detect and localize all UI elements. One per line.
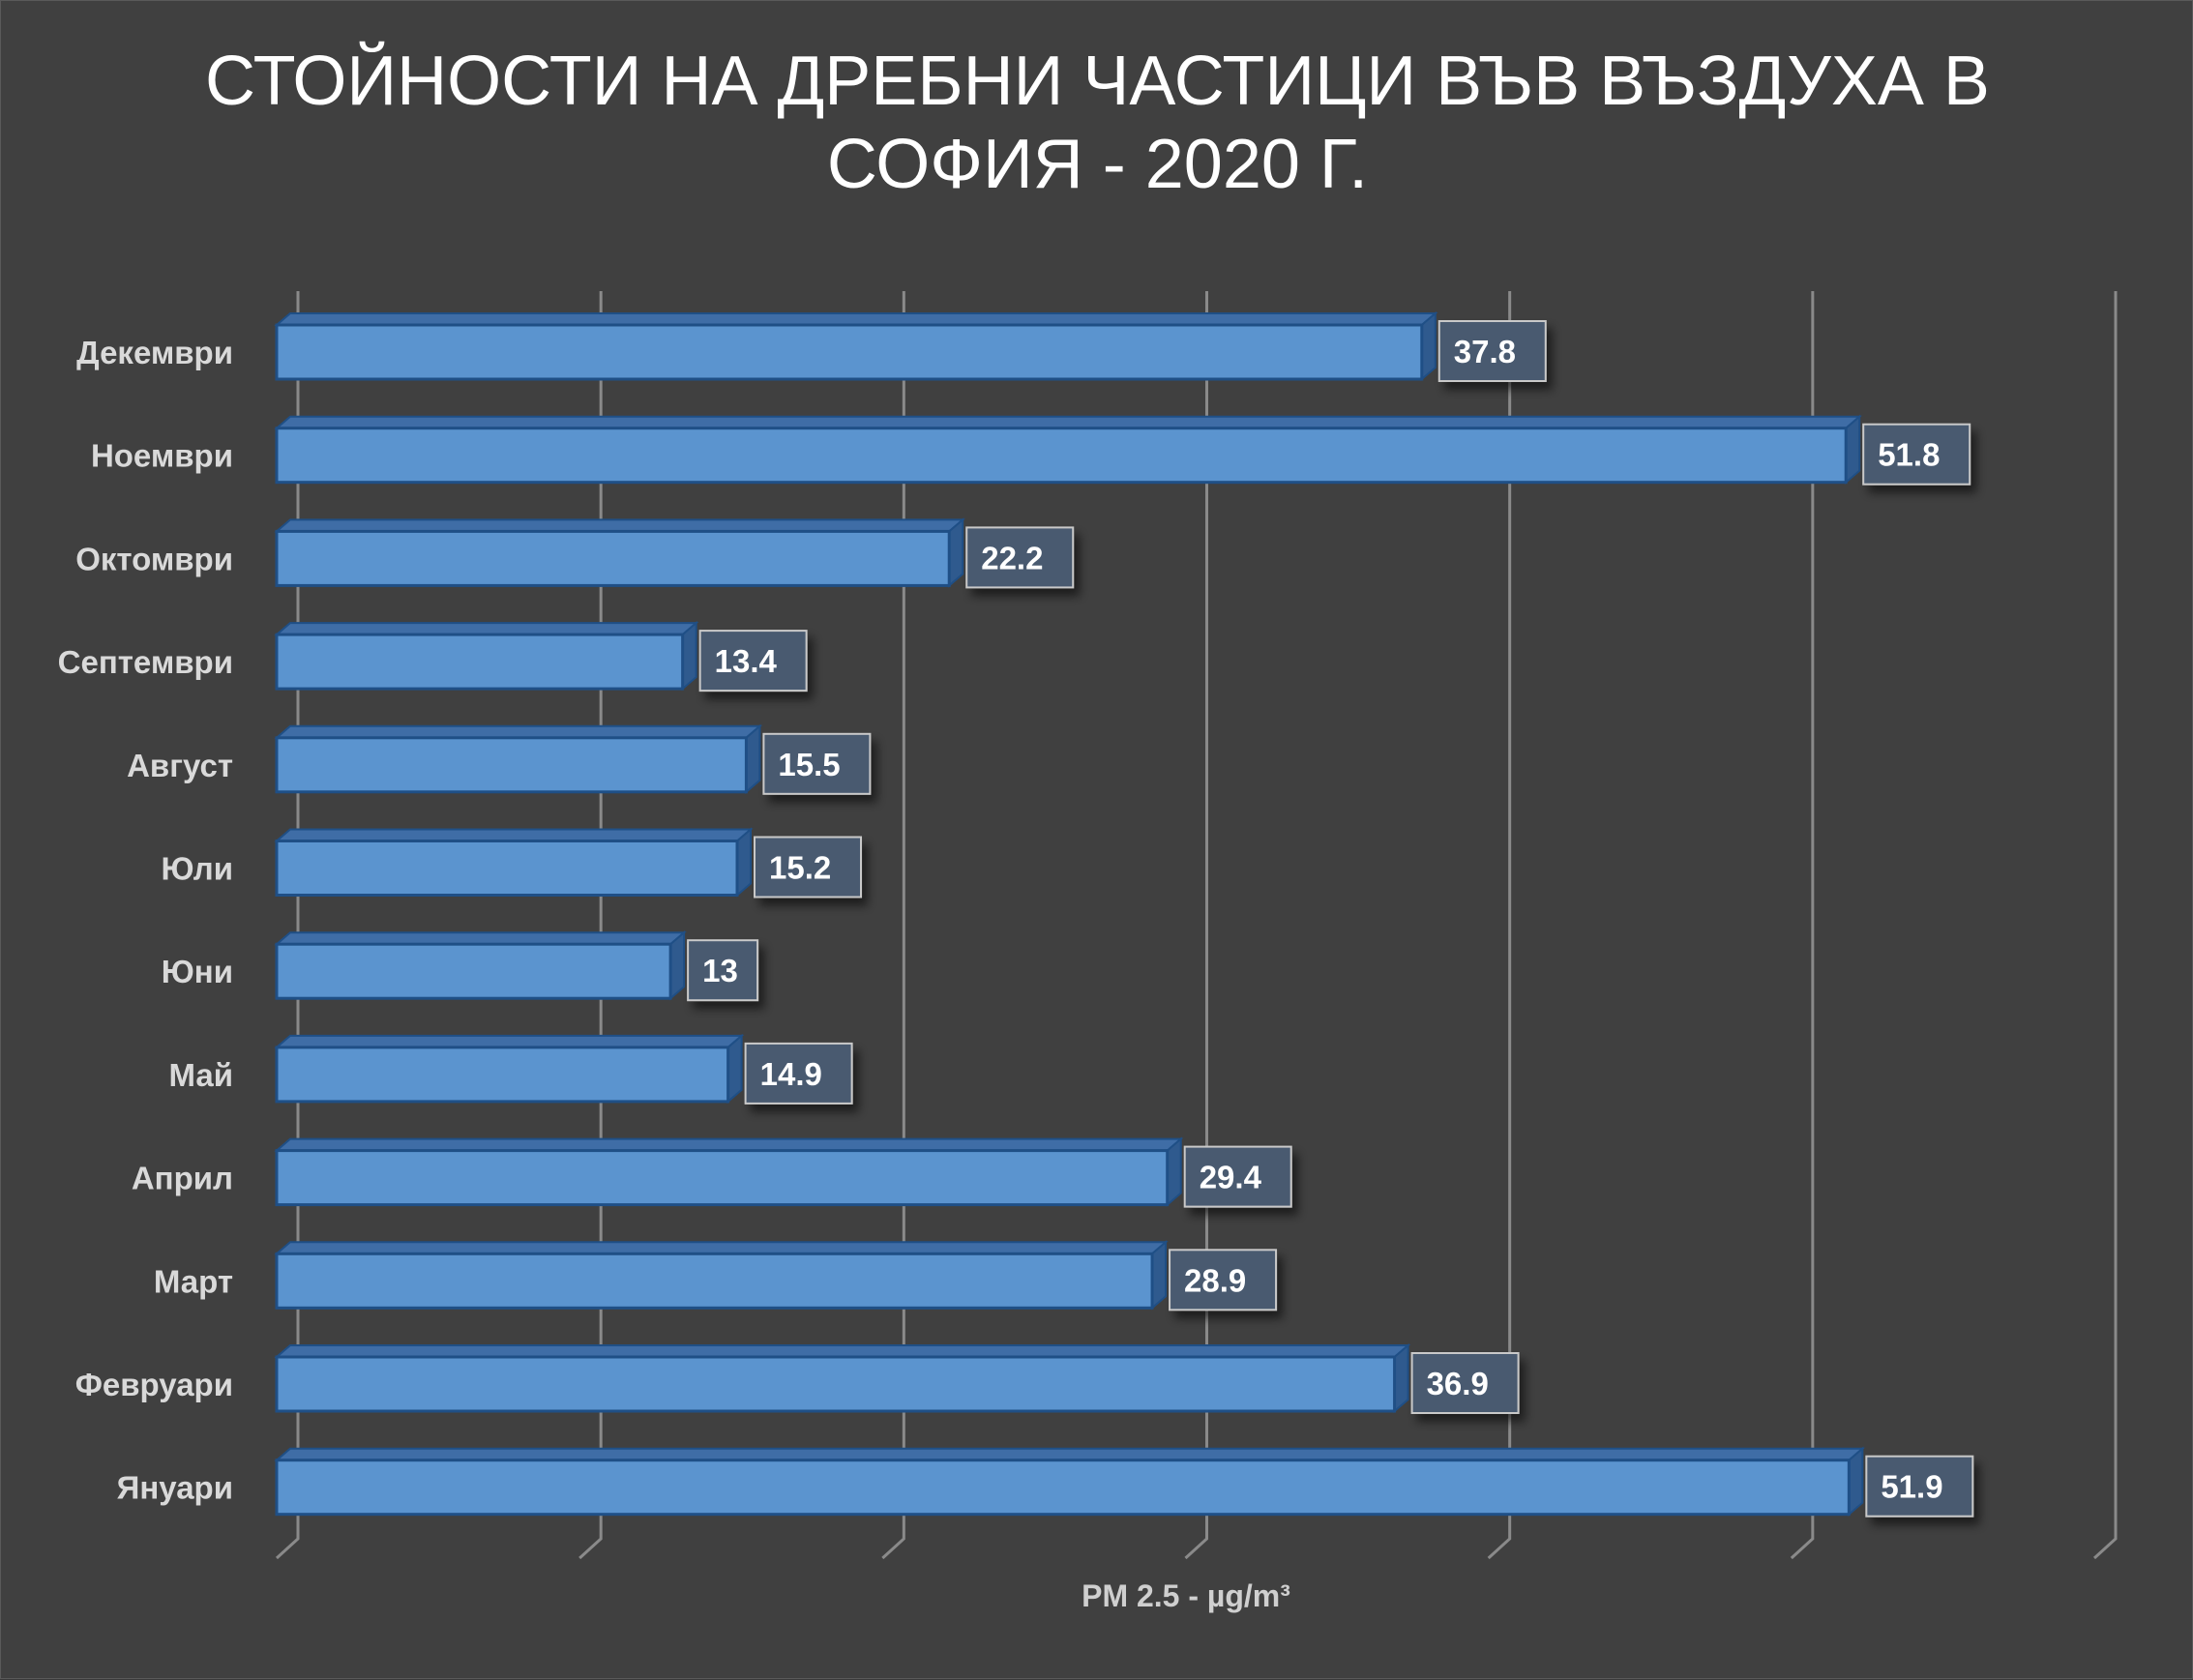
data-label: 13.4 [715, 643, 778, 679]
bar-side-face [1848, 1446, 1864, 1517]
data-label-box [744, 1042, 853, 1105]
data-label: 14.9 [760, 1056, 822, 1092]
data-label: 51.8 [1878, 437, 1940, 473]
bar-front-face [275, 736, 748, 794]
bar [274, 1033, 745, 1105]
data-label-box [762, 732, 872, 795]
category-label: Януари [117, 1470, 233, 1506]
data-label-box [1169, 1249, 1278, 1312]
category-label: Февруари [75, 1367, 233, 1402]
data-label: 29.4 [1200, 1160, 1262, 1195]
bar-top-face [274, 312, 1438, 326]
data-label-box [1183, 1145, 1292, 1208]
gridlines [275, 291, 2118, 1560]
category-label: Април [132, 1161, 233, 1196]
bar-top-face [274, 931, 687, 946]
bar-top-face [274, 828, 754, 842]
data-label: 15.5 [778, 747, 840, 782]
data-label-box [1865, 1455, 1974, 1518]
bar [274, 310, 1438, 382]
bar-top-face [274, 518, 965, 533]
bar-side-face [948, 517, 964, 588]
chart-title: СТОЙНОСТИ НА ДРЕБНИ ЧАСТИЦИ ВЪВ ВЪЗДУХА … [205, 43, 1990, 203]
category-axis-labels: Януари Февруари Март Април Май Юни Юли Август Се… [58, 335, 233, 1506]
data-label-box [1410, 1352, 1520, 1414]
bar-front-face [275, 1046, 730, 1104]
data-label-box [965, 526, 1075, 589]
bar-top-face [274, 1241, 1169, 1255]
category-label: Май [168, 1057, 233, 1093]
bar [274, 827, 754, 898]
bar [274, 723, 763, 794]
bar [274, 1136, 1184, 1207]
data-label-box [754, 836, 863, 899]
bar-front-face [275, 840, 739, 897]
bar-top-face [274, 1137, 1184, 1152]
bar-side-face [669, 930, 686, 1001]
bar-front-face [275, 427, 1848, 485]
bar-side-face [726, 1033, 743, 1105]
data-label: 51.9 [1881, 1469, 1942, 1505]
bars [274, 310, 1866, 1517]
gridline [1487, 291, 1512, 1560]
bar [274, 517, 965, 588]
bar-front-face [275, 1459, 1851, 1517]
x-axis-title: PM 2.5 - µg/m³ [1082, 1578, 1290, 1613]
bar-front-face [275, 942, 672, 1000]
gridline [1184, 291, 1208, 1560]
data-labels: 51.9 36.9 28.9 29.4 14.9 13 15.2 15.5 13.4 22.2 51… [687, 320, 1974, 1518]
bar-top-face [274, 1344, 1411, 1358]
bar-front-face [275, 323, 1424, 381]
data-label: 37.8 [1454, 334, 1516, 369]
bar-top-face [274, 1447, 1866, 1461]
category-label: Март [154, 1263, 233, 1299]
bar-side-face [745, 723, 761, 794]
data-label: 13 [702, 953, 738, 988]
bar-side-face [1166, 1136, 1182, 1207]
bar-top-face [274, 724, 763, 739]
bar-front-face [275, 529, 951, 587]
category-label: Декември [76, 335, 233, 370]
bar [274, 414, 1862, 485]
bar-side-face [1151, 1240, 1168, 1311]
bar [274, 1446, 1866, 1517]
bar-front-face [275, 1252, 1154, 1310]
data-label-box [1437, 320, 1547, 382]
bar [274, 620, 699, 692]
gridline [1790, 291, 1815, 1560]
gridline [2092, 291, 2118, 1560]
data-label-box [1862, 423, 1971, 486]
data-label: 22.2 [981, 540, 1043, 575]
category-label: Септември [58, 644, 233, 680]
bar [274, 930, 687, 1001]
bar-front-face [275, 633, 685, 691]
data-label: 28.9 [1184, 1262, 1246, 1298]
category-label: Август [127, 748, 233, 783]
bar-side-face [1845, 414, 1861, 485]
data-label-box [698, 630, 808, 693]
gridline [275, 291, 300, 1560]
data-label: 15.2 [769, 850, 831, 886]
gridline [881, 291, 905, 1560]
bar-side-face [1393, 1342, 1409, 1414]
bar-side-face [736, 827, 753, 898]
bar-side-face [1420, 310, 1437, 382]
category-label: Юли [162, 851, 233, 887]
bar [274, 1342, 1411, 1414]
bar [274, 1240, 1169, 1311]
category-label: Ноември [91, 438, 233, 474]
bar-top-face [274, 622, 699, 636]
data-label: 36.9 [1427, 1366, 1489, 1401]
bar-top-face [274, 415, 1862, 429]
gridline [578, 291, 603, 1560]
bar-side-face [681, 620, 697, 692]
bar-front-face [275, 1149, 1170, 1207]
category-label: Октомври [75, 541, 233, 576]
bar-front-face [275, 1355, 1397, 1413]
category-label: Юни [162, 954, 233, 989]
bar-top-face [274, 1034, 745, 1048]
data-label-box [687, 939, 759, 1002]
